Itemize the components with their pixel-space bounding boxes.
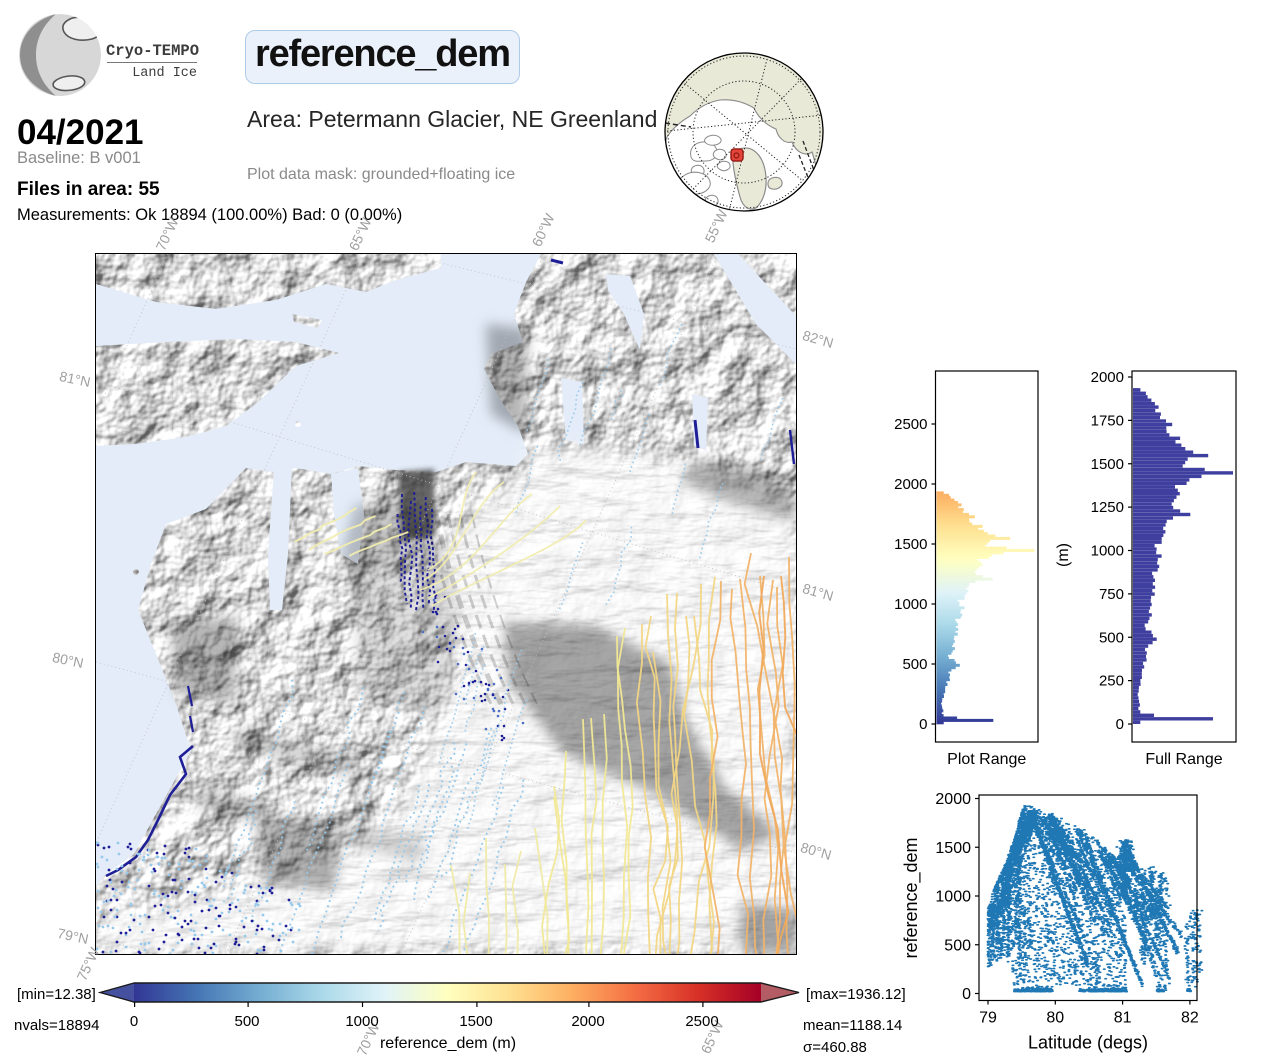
svg-text:1000: 1000 xyxy=(1091,543,1124,560)
svg-text:79: 79 xyxy=(979,1010,997,1027)
svg-text:reference_dem: reference_dem xyxy=(901,837,922,958)
svg-text:500: 500 xyxy=(1099,629,1124,646)
svg-text:0: 0 xyxy=(919,716,927,733)
svg-text:2500: 2500 xyxy=(894,416,927,433)
svg-text:1500: 1500 xyxy=(1091,456,1124,473)
svg-text:Full Range: Full Range xyxy=(1145,751,1222,768)
svg-text:1250: 1250 xyxy=(1091,499,1124,516)
svg-text:1500: 1500 xyxy=(935,840,971,857)
svg-text:2000: 2000 xyxy=(1091,369,1124,386)
svg-text:1500: 1500 xyxy=(894,536,927,553)
svg-text:2000: 2000 xyxy=(935,791,971,808)
svg-text:500: 500 xyxy=(902,656,927,673)
svg-text:750: 750 xyxy=(1099,586,1124,603)
svg-text:1750: 1750 xyxy=(1091,412,1124,429)
svg-text:0: 0 xyxy=(962,986,971,1003)
svg-text:0: 0 xyxy=(1116,716,1124,733)
svg-text:250: 250 xyxy=(1099,673,1124,690)
svg-text:500: 500 xyxy=(944,937,971,954)
svg-text:1000: 1000 xyxy=(894,596,927,613)
svg-text:81: 81 xyxy=(1114,1010,1132,1027)
svg-text:2000: 2000 xyxy=(894,476,927,493)
svg-text:Latitude (degs): Latitude (degs) xyxy=(1028,1033,1148,1053)
svg-text:1000: 1000 xyxy=(935,889,971,906)
svg-text:(m): (m) xyxy=(1055,543,1072,567)
svg-text:80: 80 xyxy=(1046,1010,1064,1027)
svg-text:Plot Range: Plot Range xyxy=(947,751,1026,768)
svg-text:82: 82 xyxy=(1181,1010,1199,1027)
